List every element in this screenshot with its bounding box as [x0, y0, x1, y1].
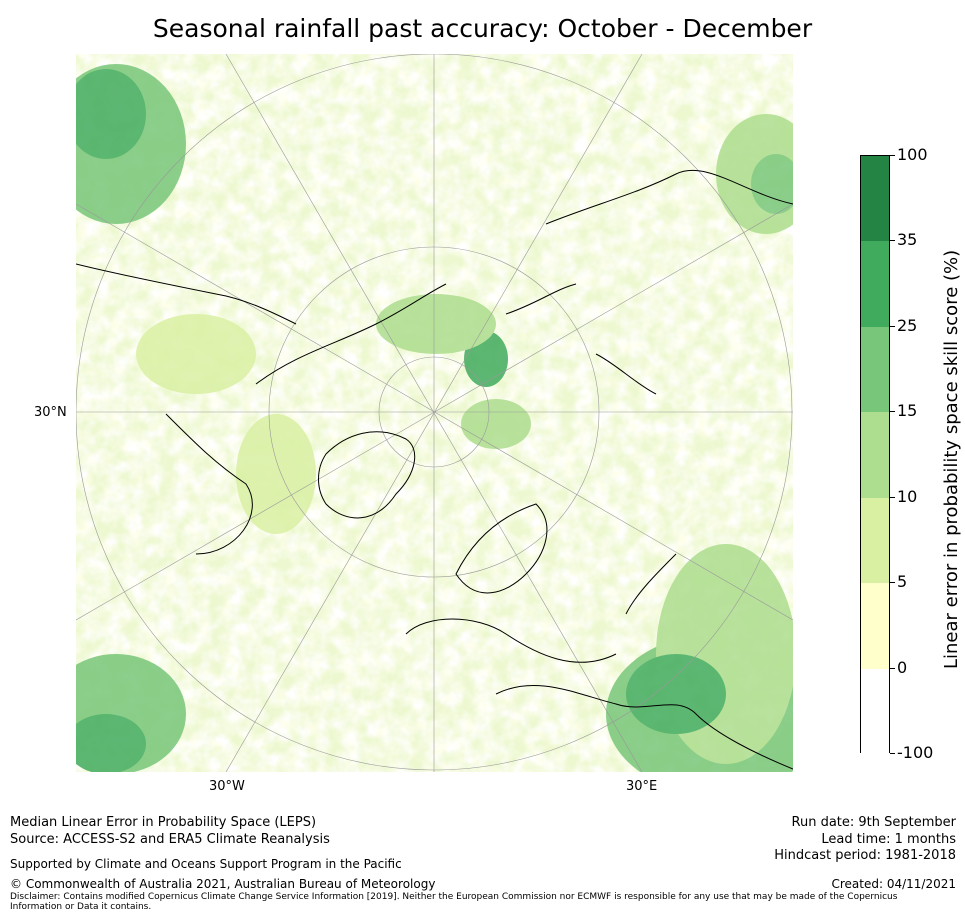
colorbar-bin [861, 497, 889, 584]
disclaimer-caption: Disclaimer: Contains modified Copernicus… [10, 892, 898, 912]
polar-map[interactable] [76, 54, 793, 772]
colorbar-tick [890, 667, 895, 669]
colorbar-tick-label: -100 [897, 743, 934, 762]
skill-field [76, 54, 793, 772]
colorbar-bin [861, 412, 889, 499]
graticule [76, 54, 793, 772]
coastlines [76, 169, 793, 770]
colorbar-bin [861, 241, 889, 328]
colorbar-tick [890, 582, 895, 584]
colorbar [860, 155, 890, 755]
colorbar-bin [861, 668, 889, 755]
leps-caption: Median Linear Error in Probability Space… [10, 815, 317, 830]
colorbar-tick-label: 25 [897, 315, 918, 335]
colorbar-title: Linear error in probability space skill … [941, 249, 962, 669]
colorbar-tick-label: 0 [897, 657, 908, 677]
colorbar-tick [890, 325, 895, 327]
colorbar-tick [890, 753, 895, 754]
run-date: Run date: 9th September [791, 815, 956, 830]
lon-label-30e: 30°E [626, 779, 658, 794]
colorbar-tick [890, 155, 895, 156]
colorbar-tick-label: 5 [897, 572, 908, 592]
lat-label-30n: 30°N [34, 405, 67, 420]
colorbar-bin [861, 156, 889, 242]
colorbar-tick [890, 240, 895, 242]
source-caption: Source: ACCESS-S2 and ERA5 Climate Reana… [10, 832, 330, 847]
lon-label-30w: 30°W [209, 779, 245, 794]
created-date: Created: 04/11/2021 [831, 877, 956, 891]
map-canvas [76, 54, 793, 772]
colorbar-tick-label: 10 [897, 486, 918, 506]
support-caption: Supported by Climate and Oceans Support … [10, 857, 402, 871]
copyright-caption: © Commonwealth of Australia 2021, Austra… [10, 877, 436, 891]
colorbar-tick-label: 100 [897, 145, 928, 164]
colorbar-tick-label: 35 [897, 230, 918, 250]
colorbar-bin [861, 583, 889, 670]
colorbar-bin [861, 326, 889, 413]
colorbar-tick [890, 411, 895, 413]
colorbar-tick [890, 496, 895, 498]
map-title: Seasonal rainfall past accuracy: October… [152, 14, 813, 43]
hindcast-period: Hindcast period: 1981-2018 [774, 848, 956, 863]
lead-time: Lead time: 1 months [821, 832, 956, 847]
colorbar-tick-label: 15 [897, 401, 918, 421]
